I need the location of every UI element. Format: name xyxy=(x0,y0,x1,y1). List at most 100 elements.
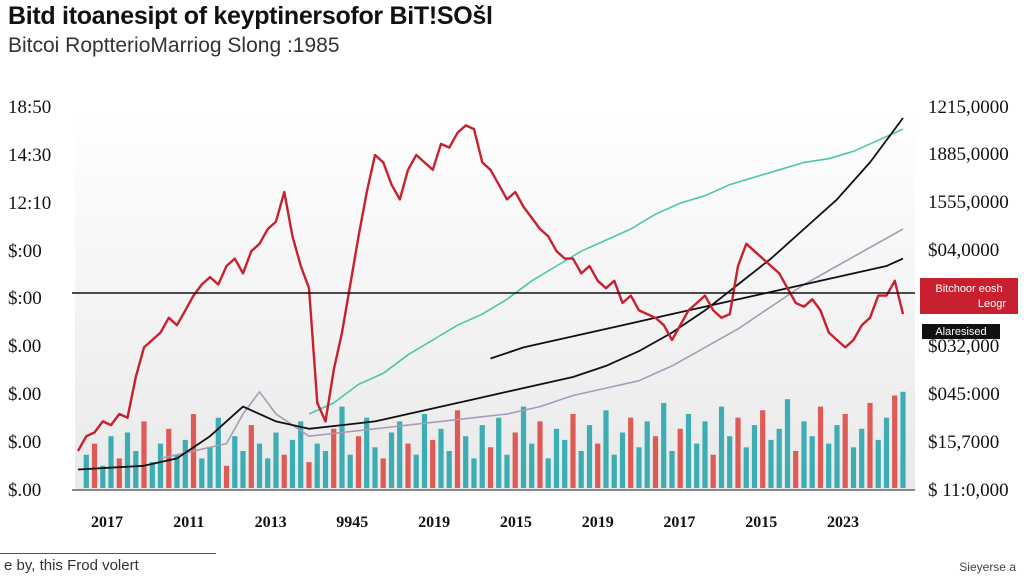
volume-bar-50 xyxy=(496,417,502,488)
series-line-black xyxy=(77,117,904,471)
volume-bar-65 xyxy=(619,432,626,488)
right-axis-tick-0: 1215,0000 xyxy=(928,97,1009,118)
volume-bar-61 xyxy=(586,425,593,488)
right-axis-tick-7: $ 11:0,000 xyxy=(928,480,1009,501)
footer-credit: e by, this Frod volert xyxy=(4,557,139,574)
volume-bar-81 xyxy=(751,425,758,488)
volume-bar-63 xyxy=(603,410,609,488)
series-line-lavender xyxy=(160,228,904,460)
left-axis-tick-1: 14:30 xyxy=(8,145,51,166)
volume-bar-59 xyxy=(570,414,576,488)
x-axis-tick-1: 2011 xyxy=(173,514,204,531)
right-axis-tick-1: 1885,0000 xyxy=(928,144,1009,165)
volume-bar-83 xyxy=(768,439,774,488)
volume-bar-98 xyxy=(892,395,898,488)
legend-red-box xyxy=(920,278,1018,314)
volume-bar-55 xyxy=(537,421,543,488)
right-axis-tick-6: $15,7000 xyxy=(928,432,999,453)
volume-bar-24 xyxy=(281,454,287,488)
volume-bar-94 xyxy=(859,428,865,488)
volume-bar-57 xyxy=(553,428,560,488)
volume-bar-86 xyxy=(793,451,799,488)
volume-bar-21 xyxy=(256,443,263,488)
volume-bar-73 xyxy=(685,414,692,488)
volume-bar-45 xyxy=(454,410,461,488)
volume-bar-79 xyxy=(735,417,741,488)
volume-bar-4 xyxy=(116,458,122,488)
legend-red-line-2: Leogr xyxy=(978,298,1006,310)
volume-bar-58 xyxy=(562,439,568,488)
volume-bar-23 xyxy=(273,432,279,488)
left-axis-tick-4: $:00 xyxy=(8,288,42,309)
volume-bars xyxy=(83,391,906,488)
x-axis-tick-9: 2023 xyxy=(827,514,859,531)
volume-bar-48 xyxy=(479,425,485,488)
volume-bar-11 xyxy=(174,454,180,488)
volume-bar-49 xyxy=(487,447,494,488)
volume-bar-69 xyxy=(652,436,659,488)
volume-bar-62 xyxy=(595,443,601,488)
series-line-black2 xyxy=(490,257,904,360)
volume-bar-52 xyxy=(512,432,518,488)
left-axis-tick-5: $.00 xyxy=(8,336,41,357)
volume-bar-8 xyxy=(149,462,155,488)
chart-title: Bitd itoanesipt of keyptinersofor BiT!SO… xyxy=(8,2,493,30)
volume-bar-99 xyxy=(900,391,906,488)
volume-bar-95 xyxy=(867,402,873,488)
volume-bar-20 xyxy=(248,425,254,488)
volume-bar-42 xyxy=(430,439,436,488)
volume-bar-53 xyxy=(520,406,527,488)
volume-bar-30 xyxy=(331,428,337,488)
volume-bar-91 xyxy=(834,425,840,488)
volume-bar-93 xyxy=(850,447,857,488)
volume-bar-26 xyxy=(298,421,304,488)
footer-divider xyxy=(0,553,216,554)
volume-bar-68 xyxy=(644,421,650,488)
volume-bar-25 xyxy=(289,439,296,488)
right-axis-tick-2: 1555,0000 xyxy=(928,192,1009,213)
x-axis-tick-0: 2017 xyxy=(91,514,123,531)
volume-bar-72 xyxy=(677,428,683,488)
volume-bar-84 xyxy=(776,428,782,488)
volume-bar-54 xyxy=(529,443,535,488)
right-axis-tick-3: $04,0000 xyxy=(928,240,999,261)
volume-bar-10 xyxy=(166,428,172,488)
volume-bar-88 xyxy=(809,436,815,488)
left-axis-tick-8: $.00 xyxy=(8,480,41,501)
volume-bar-37 xyxy=(388,432,395,488)
right-axis-tick-5: $045:000 xyxy=(928,384,1000,405)
volume-bar-35 xyxy=(372,447,378,488)
plot-background xyxy=(75,110,915,490)
volume-bar-60 xyxy=(578,451,584,488)
volume-bar-2 xyxy=(100,465,106,488)
volume-bar-43 xyxy=(438,428,444,488)
volume-bar-64 xyxy=(611,454,617,488)
volume-bar-56 xyxy=(545,458,551,488)
volume-bar-29 xyxy=(322,451,329,488)
axis-ticks: 18:50 14:30 12:10 $:00 $:00 $.00 $.00 $.00 $.00 1… xyxy=(8,97,1009,531)
volume-bar-51 xyxy=(504,454,510,488)
left-axis-tick-7: $.00 xyxy=(8,432,41,453)
volume-bar-75 xyxy=(702,421,708,488)
volume-bar-15 xyxy=(207,447,213,488)
volume-bar-34 xyxy=(364,417,370,488)
volume-bar-67 xyxy=(636,447,642,488)
volume-bar-40 xyxy=(413,454,419,488)
volume-bar-97 xyxy=(883,417,890,488)
volume-bar-31 xyxy=(339,406,345,488)
volume-bar-38 xyxy=(397,421,403,488)
left-axis-tick-2: 12:10 xyxy=(8,193,51,214)
volume-bar-90 xyxy=(826,443,832,488)
volume-bar-14 xyxy=(199,458,205,488)
left-axis-tick-0: 18:50 xyxy=(8,97,51,118)
x-axis-tick-3: 9945 xyxy=(336,514,368,531)
volume-bar-5 xyxy=(124,432,131,488)
left-axis-tick-3: $:00 xyxy=(8,241,42,262)
volume-bar-3 xyxy=(108,436,114,488)
volume-bar-92 xyxy=(842,414,848,488)
volume-bar-18 xyxy=(232,436,238,488)
volume-bar-16 xyxy=(215,417,221,488)
volume-bar-22 xyxy=(265,458,271,488)
left-axis-tick-6: $.00 xyxy=(8,384,41,405)
